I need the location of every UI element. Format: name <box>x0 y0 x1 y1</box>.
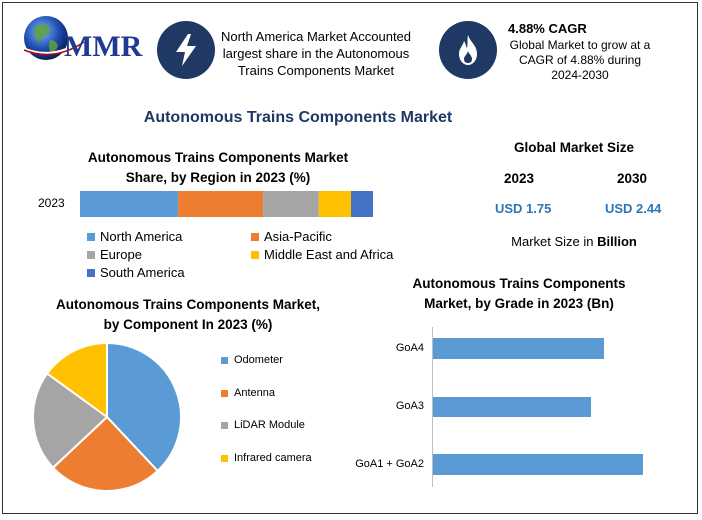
component-pie-chart <box>32 341 182 492</box>
market-value-2030: USD 2.44 <box>605 201 662 216</box>
mmr-logo: MMR <box>16 12 142 70</box>
pie-slice-antenna <box>51 415 160 492</box>
grade-bar-goa3 <box>433 397 591 417</box>
grade-label-goa4: GoA4 <box>395 342 424 354</box>
cagr-text: Global Market to grow at a CAGR of 4.88%… <box>509 38 651 82</box>
region-segment-europe <box>263 191 319 217</box>
grade-label-goa3: GoA3 <box>395 400 424 412</box>
legend-swatch <box>251 250 259 259</box>
flame-icon-circle <box>439 21 497 79</box>
legend-south-america: South America <box>87 265 185 280</box>
grade-chart-title: Autonomous Trains Components Market, by … <box>412 276 626 311</box>
pie-slice-infrared-camera <box>45 341 108 419</box>
legend-swatch <box>221 421 228 429</box>
lightning-icon <box>176 34 196 66</box>
flame-icon <box>459 35 477 65</box>
lightning-icon-circle <box>157 21 215 79</box>
legend-infrared: Infrared camera <box>221 452 312 464</box>
legend-lidar: LiDAR Module <box>221 419 305 431</box>
legend-antenna: Antenna <box>221 387 275 399</box>
legend-swatch <box>87 250 95 259</box>
legend-swatch <box>221 389 228 397</box>
market-value-2023: USD 1.75 <box>495 201 552 216</box>
legend-mea: Middle East and Africa <box>251 247 393 262</box>
region-segment-middle-east-and-africa <box>318 191 352 217</box>
market-size-note: Market Size in Billion <box>511 234 637 249</box>
region-segment-north-america <box>80 191 179 217</box>
region-segment-south-america <box>351 191 373 217</box>
grade-bar-goa4 <box>433 338 604 359</box>
component-chart-title: Autonomous Trains Components Market, by … <box>55 297 321 332</box>
region-chart-title: Autonomous Trains Components Market Shar… <box>87 150 349 185</box>
region-segment-asia-pacific <box>178 191 264 217</box>
legend-north-america: North America <box>87 229 182 244</box>
highlight-north-america: North America Market Accounted largest s… <box>220 29 412 78</box>
legend-swatch <box>221 356 228 364</box>
logo-text: MMR <box>64 30 143 63</box>
legend-swatch <box>87 232 95 241</box>
main-title: Autonomous Trains Components Market <box>143 109 453 126</box>
market-year-2023: 2023 <box>504 171 535 186</box>
legend-swatch <box>221 454 228 462</box>
market-year-2030: 2030 <box>617 171 648 186</box>
region-year-label: 2023 <box>38 196 65 210</box>
legend-swatch <box>87 268 95 277</box>
region-stacked-bar <box>80 191 373 217</box>
pie-slice-lidar-module <box>32 372 109 470</box>
grade-label-goa12: GoA1 + GoA2 <box>355 458 424 470</box>
legend-swatch <box>251 232 259 241</box>
market-size-title: Global Market Size <box>513 140 635 155</box>
grade-bar-goa12 <box>433 454 643 475</box>
grade-axis-line <box>432 327 433 487</box>
legend-odometer: Odometer <box>221 354 283 366</box>
legend-asia-pacific: Asia-Pacific <box>251 229 332 244</box>
cagr-title: 4.88% CAGR <box>508 21 587 36</box>
pie-slice-odometer <box>106 341 182 473</box>
legend-europe: Europe <box>87 247 142 262</box>
